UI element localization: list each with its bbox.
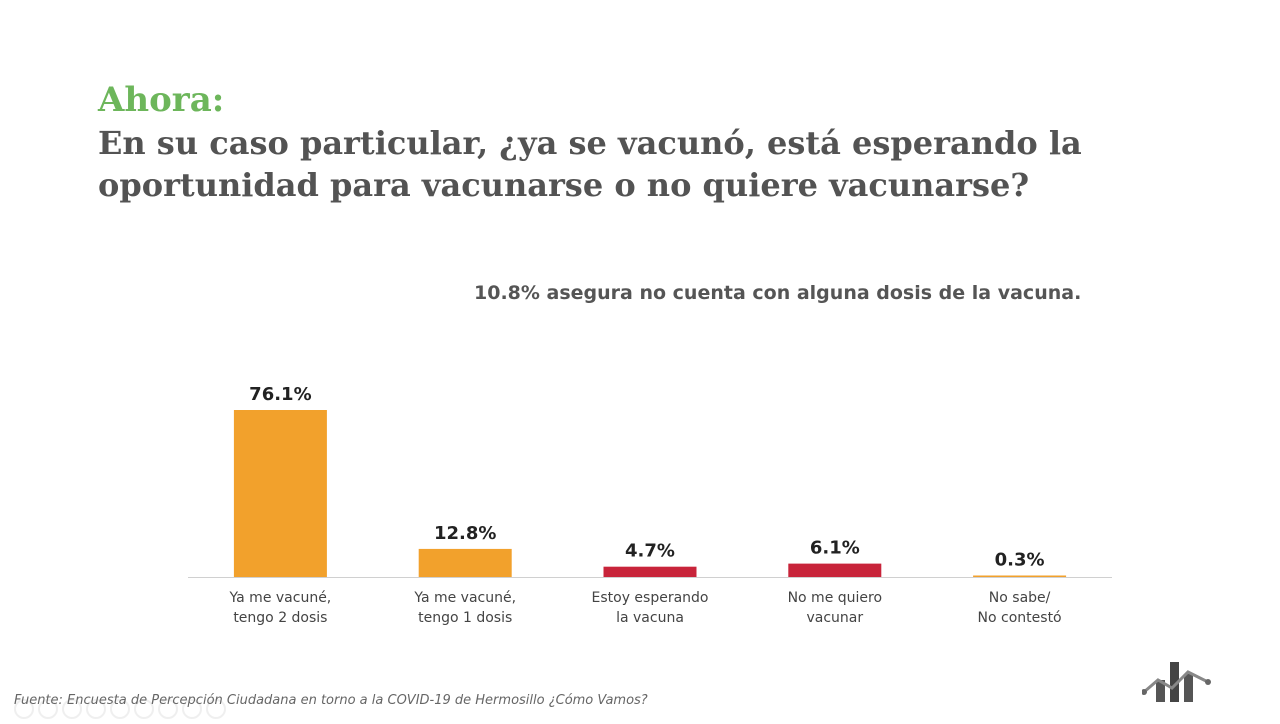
category-label-2: Estoy esperando la vacuna (592, 590, 709, 626)
data-label-3: 6.1% (810, 538, 860, 559)
data-label-1: 12.8% (434, 523, 496, 544)
bar-1 (418, 548, 512, 577)
bar-2 (603, 566, 697, 577)
bar-chart: 76.1% Ya me vacuné, tengo 2 dosis 12.8% Ya m… (188, 384, 1112, 626)
source-note: Fuente: Encuesta de Percepción Ciudadana… (14, 693, 648, 708)
category-label-0: Ya me vacuné, tengo 2 dosis (229, 590, 332, 626)
data-label-2: 4.7% (625, 541, 675, 562)
hermosillo-como-vamos-logo-icon (1142, 662, 1211, 702)
data-label-0: 76.1% (249, 384, 311, 405)
bar-4 (973, 575, 1067, 577)
data-label-4: 0.3% (995, 550, 1045, 571)
question-title: En su caso particular, ¿ya se vacunó, es… (98, 124, 1082, 204)
category-label-1: Ya me vacuné, tengo 1 dosis (413, 590, 516, 626)
watermark-icons (0, 694, 229, 724)
category-label-3: No me quiero vacunar (788, 590, 882, 626)
chart-subtitle: 10.8% asegura no cuenta con alguna dosis… (474, 282, 1082, 304)
category-label-4: No sabe/No contestó (978, 590, 1062, 626)
bar-0 (233, 410, 327, 577)
kicker-title: Ahora: (98, 80, 225, 120)
bar-3 (788, 563, 882, 577)
